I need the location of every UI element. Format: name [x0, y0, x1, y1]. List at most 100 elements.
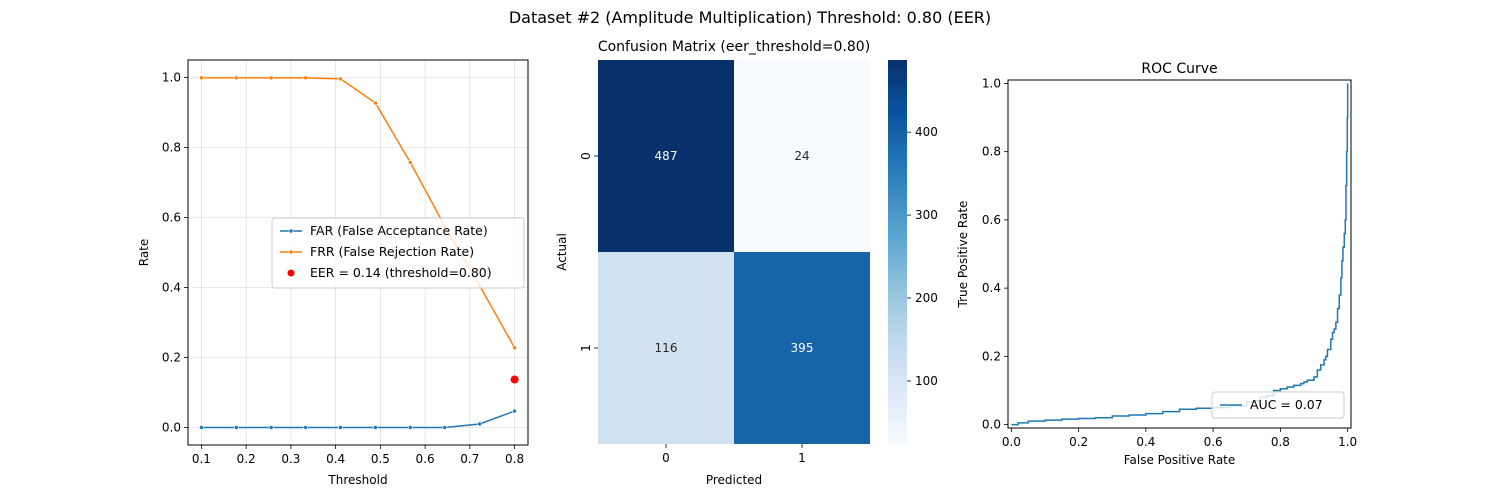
figure-suptitle: Dataset #2 (Amplitude Multiplication) Th…: [509, 8, 991, 27]
far-point: [303, 425, 308, 430]
far-frr-xlabel: Threshold: [327, 473, 387, 487]
far-frr-plot: 0.1 0.2 0.3 0.4 0.5 0.6 0.7 0.8 0.0 0.2 0.4 0.6 0.8 1…: [137, 59, 529, 487]
far-frr-x-tick-label: 0.1: [192, 452, 211, 466]
confusion-matrix-cell: [734, 252, 870, 444]
colorbar-segment: [888, 399, 907, 407]
colorbar-tick-label: 300: [915, 208, 938, 222]
colorbar-segment: [888, 117, 907, 125]
legend-label: FAR (False Acceptance Rate): [310, 223, 488, 238]
colorbar-segment: [888, 232, 907, 240]
colorbar-segment: [888, 239, 907, 247]
colorbar-segment: [888, 412, 907, 419]
far-point: [442, 425, 448, 430]
confusion-matrix-title: Confusion Matrix (eer_threshold=0.80): [598, 39, 870, 55]
frr-line: [201, 77, 516, 349]
roc-y-tick-label: 1.0: [982, 76, 1001, 90]
confusion-matrix-cell: [598, 60, 734, 252]
colorbar-segment: [888, 124, 907, 131]
confusion-matrix-x-tick-label: 1: [798, 451, 806, 465]
colorbar-segment: [888, 367, 907, 375]
colorbar-segment: [888, 188, 907, 195]
roc-plot: ROC Curve 0.0 0.2 0.4 0.6 0.8 1.0 0.0 0.2 0.4 0.6…: [956, 61, 1357, 467]
colorbar-segment: [888, 85, 907, 93]
far-point: [338, 425, 343, 430]
colorbar-segment: [888, 252, 907, 259]
confusion-matrix-ticks: 0 1 0 1: [579, 152, 806, 465]
far-line: [201, 410, 515, 429]
far-frr-x-tick-label: 0.8: [505, 452, 524, 466]
far-point: [408, 425, 413, 430]
colorbar-segment: [888, 277, 907, 285]
roc-y-tick-label: 0.0: [982, 418, 1001, 432]
frr-point: [512, 345, 517, 351]
roc-x-tick-label: 0.8: [1271, 435, 1290, 449]
frr-point: [408, 160, 413, 165]
colorbar-segment: [888, 194, 907, 202]
far-frr-x-tick-label: 0.4: [326, 452, 345, 466]
colorbar-segment: [888, 60, 907, 67]
far-point: [234, 425, 239, 430]
roc-curve: [1011, 83, 1349, 426]
colorbar-segment: [888, 424, 907, 432]
far-frr-x-tick-label: 0.7: [460, 452, 479, 466]
frr-point: [199, 75, 204, 81]
colorbar-segment: [888, 328, 907, 336]
colorbar-segment: [888, 245, 907, 253]
roc-x-tick-label: 1.0: [1338, 435, 1357, 449]
legend-label: EER = 0.14 (threshold=0.80): [310, 265, 492, 280]
confusion-matrix-cells: 487 24 116 395: [598, 60, 870, 444]
far-point: [512, 408, 517, 414]
colorbar-segment: [888, 386, 907, 394]
roc-xlabel: False Positive Rate: [1124, 453, 1236, 467]
legend-label: FRR (False Rejection Rate): [310, 244, 474, 259]
far-frr-ticks: 0.1 0.2 0.3 0.4 0.5 0.6 0.7 0.8 0.0 0.2 0.4 0.6 0.8 1…: [162, 71, 524, 467]
confusion-matrix-cell-value: 487: [655, 149, 678, 163]
far-point: [373, 425, 378, 430]
colorbar-segment: [888, 66, 907, 74]
colorbar-tick-label: 400: [915, 125, 938, 139]
colorbar-segment: [888, 213, 907, 221]
colorbar-segment: [888, 168, 907, 176]
colorbar-segment: [888, 341, 907, 349]
colorbar-segment: [888, 79, 907, 87]
colorbar-segment: [888, 296, 907, 304]
frr-point: [338, 76, 343, 82]
confusion-matrix-cell: [598, 252, 734, 444]
frr-point: [268, 75, 274, 81]
roc-legend-label: AUC = 0.07: [1250, 397, 1323, 412]
confusion-matrix-cell-value: 116: [655, 341, 678, 355]
roc-x-tick-label: 0.2: [1069, 435, 1088, 449]
roc-title: ROC Curve: [1141, 61, 1217, 77]
far-frr-y-tick-label: 0.8: [162, 141, 181, 155]
confusion-matrix-cell: [734, 60, 870, 252]
far-frr-y-tick-label: 1.0: [162, 71, 181, 85]
colorbar-segment: [888, 156, 907, 163]
far-frr-axes-frame: [187, 59, 529, 446]
colorbar-segment: [888, 200, 907, 208]
colorbar-segment: [888, 418, 907, 426]
legend-swatch-dot: [287, 269, 295, 277]
colorbar-segment: [888, 284, 907, 291]
confusion-matrix-ylabel: Actual: [555, 233, 569, 271]
confusion-matrix-x-tick-label: 0: [662, 451, 670, 465]
colorbar-segment: [888, 207, 907, 215]
colorbar-segment: [888, 316, 907, 323]
confusion-matrix-cell-value: 24: [794, 149, 809, 163]
far-frr-legend-box: [271, 217, 525, 289]
colorbar-segment: [888, 258, 907, 266]
far-frr-x-tick-label: 0.6: [416, 452, 435, 466]
legend-swatch-marker: [288, 228, 294, 234]
eer-point: [510, 375, 519, 384]
colorbar-segment: [888, 98, 907, 106]
roc-y-tick-label: 0.2: [982, 349, 1001, 363]
roc-ticks: 0.0 0.2 0.4 0.6 0.8 1.0 0.0 0.2 0.4 0.6 0.8 1.0: [982, 76, 1357, 449]
roc-legend-box: [1211, 391, 1345, 419]
far-frr-x-tick-label: 0.2: [237, 452, 256, 466]
colorbar-segment: [888, 175, 907, 183]
roc-x-tick-label: 0.6: [1204, 435, 1223, 449]
far-frr-y-tick-label: 0.6: [162, 211, 181, 225]
roc-y-tick-label: 0.6: [982, 213, 1001, 227]
roc-series: [1011, 83, 1349, 426]
colorbar-segment: [888, 111, 907, 119]
frr-point: [234, 75, 239, 81]
